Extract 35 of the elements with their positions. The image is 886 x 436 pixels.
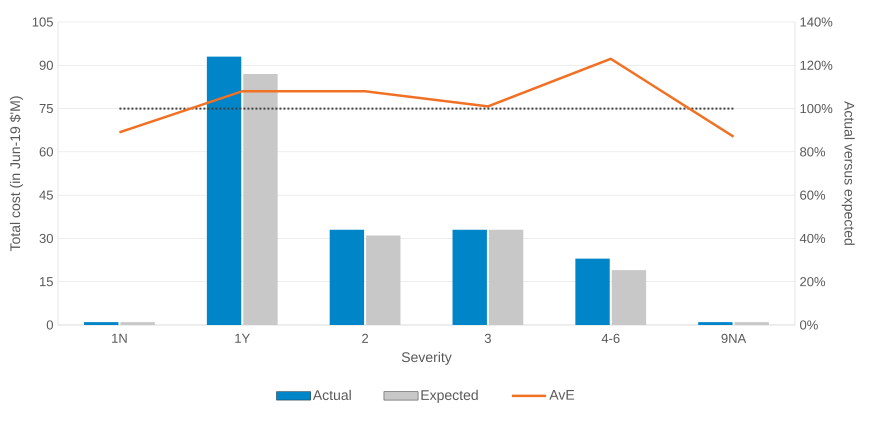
- y2-tick-label: 60%: [800, 190, 826, 200]
- x-tick-label: 2: [362, 334, 368, 343]
- x-tick-label: 1N: [112, 334, 127, 343]
- x-axis-title: Severity: [402, 352, 452, 365]
- y2-tick-label: 120%: [800, 60, 832, 70]
- legend-label: AvE: [549, 390, 574, 400]
- y-tick-label: 45: [39, 190, 53, 200]
- y-tick-label: 30: [40, 234, 53, 244]
- y2-tick-label: 100%: [800, 104, 832, 114]
- x-tick-label: 3: [484, 334, 491, 343]
- y2-tick-label: 0%: [800, 320, 818, 330]
- x-tick-label: 9NA: [722, 334, 746, 343]
- legend-label: Expected: [421, 390, 478, 403]
- y2-axis-title: Actual versus expected: [842, 101, 855, 245]
- y-tick-label: 90: [40, 60, 53, 70]
- x-tick-label: 4-6: [602, 334, 620, 343]
- bar: [452, 230, 487, 325]
- bar: [330, 230, 364, 325]
- y2-tick-label: 140%: [800, 17, 832, 27]
- y2-tick-label: 40%: [800, 234, 826, 244]
- y-tick-label: 15: [40, 277, 53, 286]
- bar: [575, 258, 610, 325]
- y-tick-label: 0: [46, 320, 53, 330]
- y2-tick-label: 80%: [800, 147, 826, 156]
- y2-tick-label: 20%: [800, 277, 826, 286]
- y-tick-label: 60: [40, 147, 53, 156]
- x-tick-label: 1Y: [235, 334, 250, 343]
- bar: [698, 322, 733, 325]
- y-tick-label: 75: [40, 104, 53, 114]
- y-axis-title: Total cost (in Jun-19 $'M): [10, 96, 23, 252]
- bar: [84, 322, 118, 325]
- line-series: [118, 58, 735, 138]
- y-tick-label: 105: [32, 17, 53, 27]
- bar: [206, 56, 242, 325]
- legend-label: Actual: [312, 390, 351, 400]
